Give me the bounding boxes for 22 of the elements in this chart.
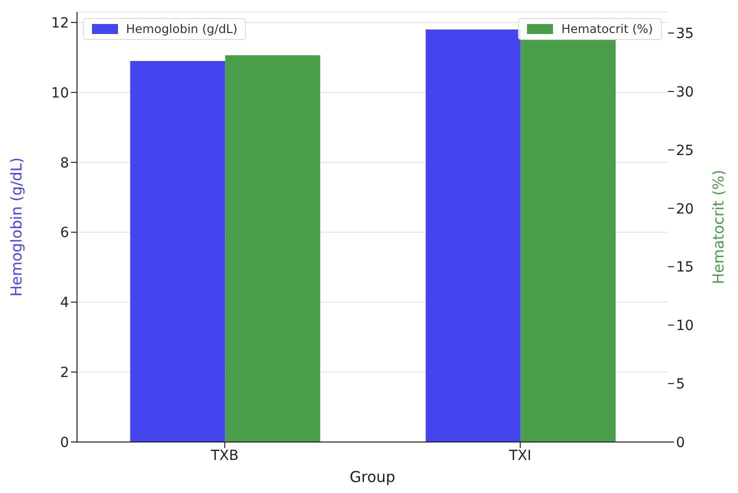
y-tick-label: 6 [60, 225, 70, 242]
x-tick-label: TXI [508, 448, 532, 464]
x-tick-label: TXB [210, 448, 239, 464]
y2-tick-label: 15 [676, 260, 694, 276]
y2-tick-label: 5 [676, 376, 685, 393]
y2-tick-label: 20 [676, 201, 694, 218]
y-tick-label: 10 [51, 85, 69, 102]
y-tick-label: 4 [60, 295, 70, 312]
y2-tick-label: 10 [676, 318, 694, 334]
y2-tick-label: 30 [676, 84, 694, 100]
y-tick-label: 12 [51, 15, 69, 32]
y-axis-title: Hemoglobin (g/dL) [7, 157, 26, 297]
legend-label: Hemoglobin (g/dL) [126, 22, 238, 36]
y2-tick-label: 0 [676, 434, 685, 451]
y-tick-label: 2 [60, 365, 69, 382]
x-axis-title: Group [350, 468, 396, 486]
legend-label: Hematocrit (%) [561, 22, 653, 36]
y2-tick-label: 35 [676, 26, 694, 42]
y-tick-label: 0 [60, 434, 69, 451]
y-tick-label: 8 [60, 155, 69, 172]
y2-tick-label: 25 [676, 142, 694, 159]
y2-axis-title: Hematocrit (%) [709, 170, 728, 284]
